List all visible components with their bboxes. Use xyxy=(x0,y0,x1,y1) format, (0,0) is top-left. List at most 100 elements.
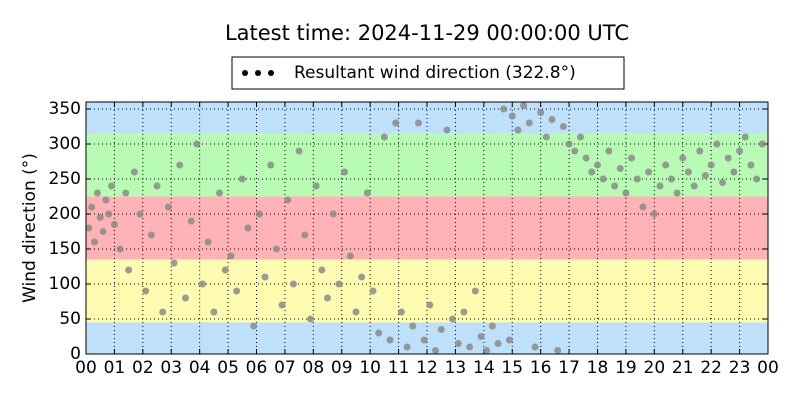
point xyxy=(216,189,224,197)
point xyxy=(85,224,93,232)
point xyxy=(159,308,167,316)
y-tick-label: 150 xyxy=(49,239,81,259)
point xyxy=(611,182,619,190)
point xyxy=(701,172,709,179)
point xyxy=(170,259,178,267)
point xyxy=(99,228,107,235)
y-tick-label: 100 xyxy=(49,274,81,294)
point xyxy=(656,182,664,190)
x-tick-label: 11 xyxy=(388,358,410,378)
point xyxy=(403,343,411,351)
point xyxy=(318,266,326,274)
point xyxy=(193,140,201,148)
x-tick-label: 07 xyxy=(274,358,296,378)
x-tick-label: 23 xyxy=(729,358,751,378)
point xyxy=(346,252,354,260)
point xyxy=(531,343,539,351)
point xyxy=(93,189,101,197)
point xyxy=(301,231,309,239)
point xyxy=(176,161,184,169)
point xyxy=(466,343,474,351)
point xyxy=(284,196,292,204)
point xyxy=(753,175,761,183)
x-tick-label: 15 xyxy=(501,358,523,378)
x-tick-label: 18 xyxy=(587,358,609,378)
point xyxy=(386,336,394,344)
legend-marker xyxy=(268,70,274,76)
point xyxy=(736,147,744,155)
point xyxy=(571,147,579,155)
point xyxy=(432,347,440,354)
point xyxy=(719,179,727,186)
point xyxy=(508,112,516,120)
point xyxy=(221,266,229,274)
point xyxy=(713,140,721,148)
x-tick-label: 22 xyxy=(700,358,722,378)
y-tick-label: 0 xyxy=(70,344,81,364)
point xyxy=(488,322,496,330)
point xyxy=(673,189,681,197)
x-tick-label: 14 xyxy=(473,358,495,378)
point xyxy=(369,287,377,295)
point xyxy=(460,308,468,316)
point xyxy=(341,168,349,176)
point xyxy=(662,161,670,169)
point xyxy=(454,340,462,347)
y-axis-label: Wind direction (°) xyxy=(20,153,40,303)
x-tick-label: 21 xyxy=(672,358,694,378)
point xyxy=(426,301,434,309)
point xyxy=(690,182,698,190)
point xyxy=(267,161,275,169)
legend-label: Resultant wind direction (322.8°) xyxy=(294,63,576,83)
point xyxy=(730,168,738,176)
point xyxy=(108,182,116,190)
legend-box xyxy=(231,56,625,90)
legend-marker xyxy=(255,70,261,76)
point xyxy=(105,210,113,218)
point xyxy=(525,119,533,127)
point xyxy=(554,347,562,354)
point xyxy=(594,161,601,169)
point xyxy=(684,168,692,176)
plot-frame xyxy=(85,101,769,355)
point xyxy=(278,301,286,309)
point xyxy=(576,133,584,141)
point xyxy=(116,245,124,253)
band xyxy=(86,102,768,134)
point xyxy=(494,340,502,347)
point xyxy=(125,266,133,274)
x-tick-label: 12 xyxy=(416,358,438,378)
point xyxy=(102,196,110,204)
x-tick-label: 02 xyxy=(132,358,154,378)
x-tick-label: 00 xyxy=(757,358,779,378)
point xyxy=(449,315,457,323)
point xyxy=(244,224,252,232)
point xyxy=(500,105,508,113)
point xyxy=(255,210,263,218)
y-tick-label: 350 xyxy=(49,99,81,119)
point xyxy=(130,168,138,176)
y-tick-label: 50 xyxy=(59,309,81,329)
x-tick-label: 05 xyxy=(217,358,239,378)
point xyxy=(650,210,658,218)
point xyxy=(335,280,343,288)
point xyxy=(147,231,155,239)
point xyxy=(741,133,749,141)
x-tick-label: 17 xyxy=(558,358,580,378)
point xyxy=(696,147,704,155)
point xyxy=(181,294,189,302)
point xyxy=(514,126,522,134)
point xyxy=(559,123,567,130)
point xyxy=(272,245,280,253)
point xyxy=(628,154,636,162)
point xyxy=(204,238,212,246)
x-tick-label: 08 xyxy=(303,358,325,378)
point xyxy=(542,133,550,141)
point xyxy=(724,154,732,162)
point xyxy=(565,140,573,148)
y-tick-label: 200 xyxy=(49,204,81,224)
legend-marker xyxy=(242,70,248,76)
point xyxy=(324,294,332,302)
x-tick-label: 16 xyxy=(530,358,552,378)
